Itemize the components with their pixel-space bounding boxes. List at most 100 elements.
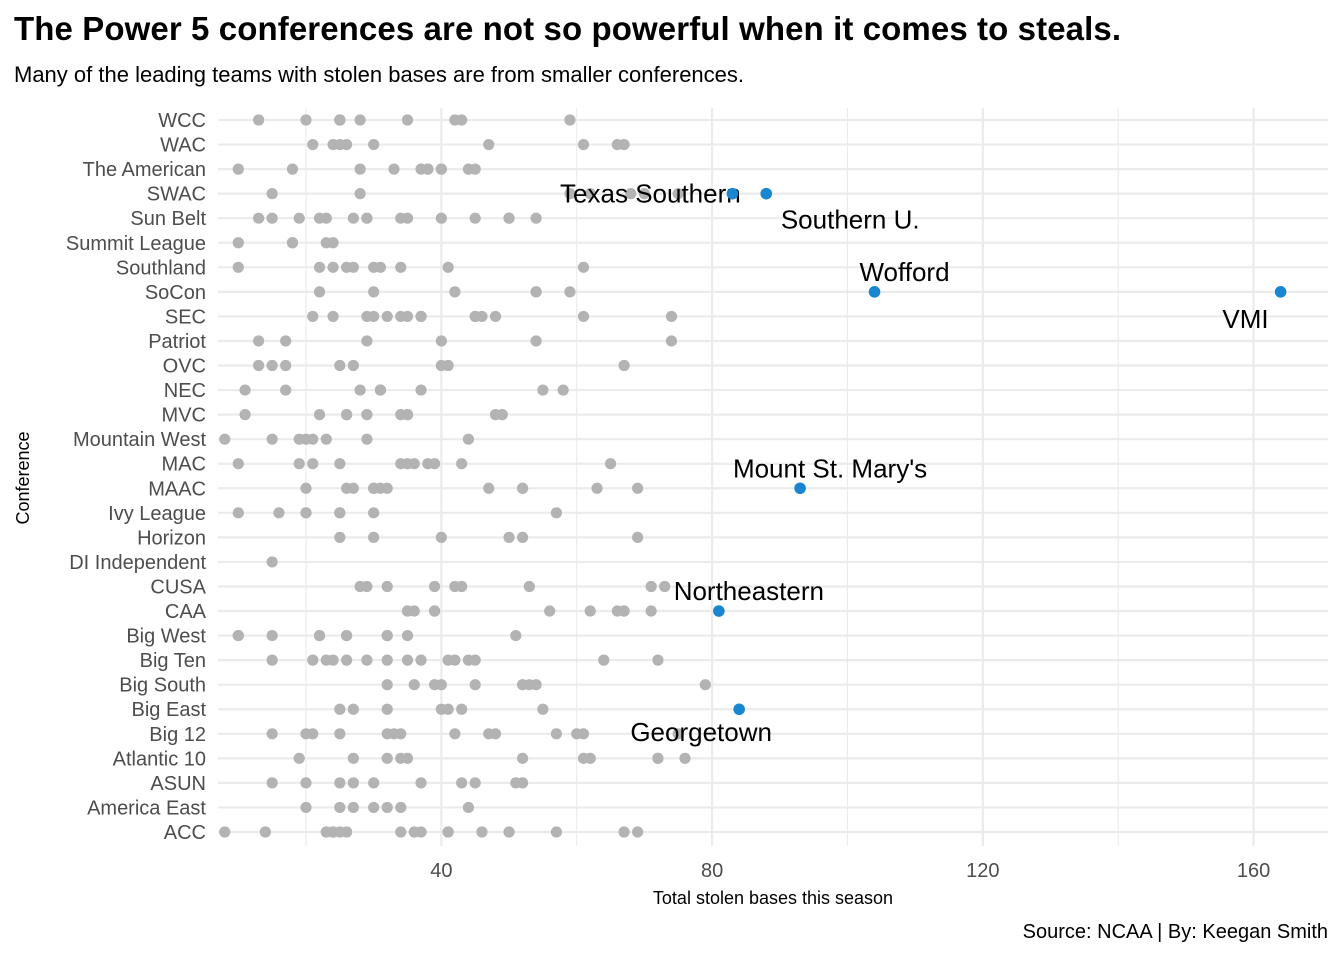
x-tick-label: 40 [430, 860, 452, 882]
data-point [550, 728, 563, 740]
data-point [489, 310, 502, 323]
highlight-label: Wofford [859, 257, 949, 287]
data-point [340, 654, 353, 666]
data-point [699, 679, 711, 691]
data-point [625, 188, 637, 200]
data-point [598, 654, 610, 666]
data-point [449, 728, 461, 740]
y-tick-label: Summit League [66, 233, 206, 255]
data-point [415, 777, 427, 789]
y-tick-label: SEC [165, 306, 206, 328]
data-point [334, 777, 346, 789]
data-point [347, 359, 359, 372]
data-point [361, 580, 373, 593]
data-point [435, 531, 447, 543]
data-point [564, 286, 576, 298]
data-point [340, 826, 353, 838]
data-point [347, 703, 359, 715]
data-point [374, 384, 387, 396]
y-tick-label: Big East [132, 699, 207, 721]
data-point [401, 310, 414, 323]
data-point [381, 752, 393, 764]
data-point [462, 433, 475, 445]
data-point [313, 629, 326, 642]
data-point [415, 384, 427, 396]
data-point [544, 605, 556, 617]
y-tick-label: DI Independent [69, 552, 206, 574]
data-point [381, 310, 393, 323]
data-point [584, 752, 596, 764]
data-point [442, 359, 454, 372]
data-point [266, 433, 278, 445]
y-tick-label: SWAC [147, 184, 206, 206]
y-tick-label: Horizon [137, 527, 206, 549]
x-axis-tick-labels: 40 80 120 160 [430, 860, 1270, 882]
y-tick-label: The American [83, 159, 206, 181]
data-point [253, 335, 265, 347]
data-point [428, 458, 441, 470]
data-point [401, 114, 414, 126]
y-tick-label: OVC [163, 356, 206, 378]
data-point [577, 310, 590, 323]
data-point [266, 359, 278, 372]
data-point [618, 826, 630, 838]
data-point [422, 163, 434, 175]
data-point [618, 605, 630, 617]
highlight-point [868, 286, 881, 298]
y-tick-label: ACC [164, 822, 206, 844]
highlight-label: Georgetown [630, 717, 772, 747]
y-tick-label: MAC [162, 454, 206, 476]
data-point [361, 409, 373, 421]
data-point [347, 777, 359, 789]
data-point [428, 580, 441, 593]
data-point [537, 703, 549, 715]
data-point [408, 458, 420, 470]
data-point [550, 507, 563, 519]
data-point [327, 654, 339, 666]
data-point [510, 629, 522, 642]
data-point [340, 629, 353, 642]
data-point [442, 826, 454, 838]
data-point [280, 359, 292, 372]
data-point [354, 188, 366, 200]
data-point [347, 482, 359, 494]
data-point [577, 728, 590, 740]
data-point [347, 261, 359, 273]
data-point [300, 507, 312, 519]
data-point [334, 531, 346, 543]
data-point [435, 335, 447, 347]
highlight-label: Mount St. Mary's [733, 453, 927, 483]
data-point [659, 580, 671, 593]
highlight-point [760, 187, 773, 200]
data-point [300, 777, 312, 789]
data-point [632, 531, 644, 543]
data-point [516, 777, 529, 789]
data-point [665, 335, 678, 347]
data-point [313, 261, 326, 273]
x-tick-label: 120 [966, 860, 999, 882]
data-point [334, 728, 346, 740]
data-point [340, 409, 353, 421]
data-point [618, 359, 630, 372]
data-point [550, 826, 563, 838]
data-point [395, 261, 407, 273]
data-point [442, 703, 454, 715]
data-point [604, 458, 617, 470]
data-point [266, 556, 278, 568]
data-point [462, 801, 475, 814]
highlight-label: Northeastern [674, 576, 824, 606]
chart-subtitle: Many of the leading teams with stolen ba… [14, 62, 745, 87]
data-point [584, 188, 596, 200]
y-tick-label: WAC [160, 135, 206, 157]
data-point [456, 777, 468, 789]
x-axis-title: Total stolen bases this season [653, 888, 893, 908]
data-point [415, 310, 427, 323]
data-point [307, 654, 319, 666]
data-point [557, 384, 569, 396]
data-point [253, 212, 265, 224]
data-point [679, 752, 691, 764]
data-point [469, 654, 481, 666]
data-point [516, 531, 529, 543]
data-point [239, 384, 251, 396]
data-point [293, 212, 305, 224]
